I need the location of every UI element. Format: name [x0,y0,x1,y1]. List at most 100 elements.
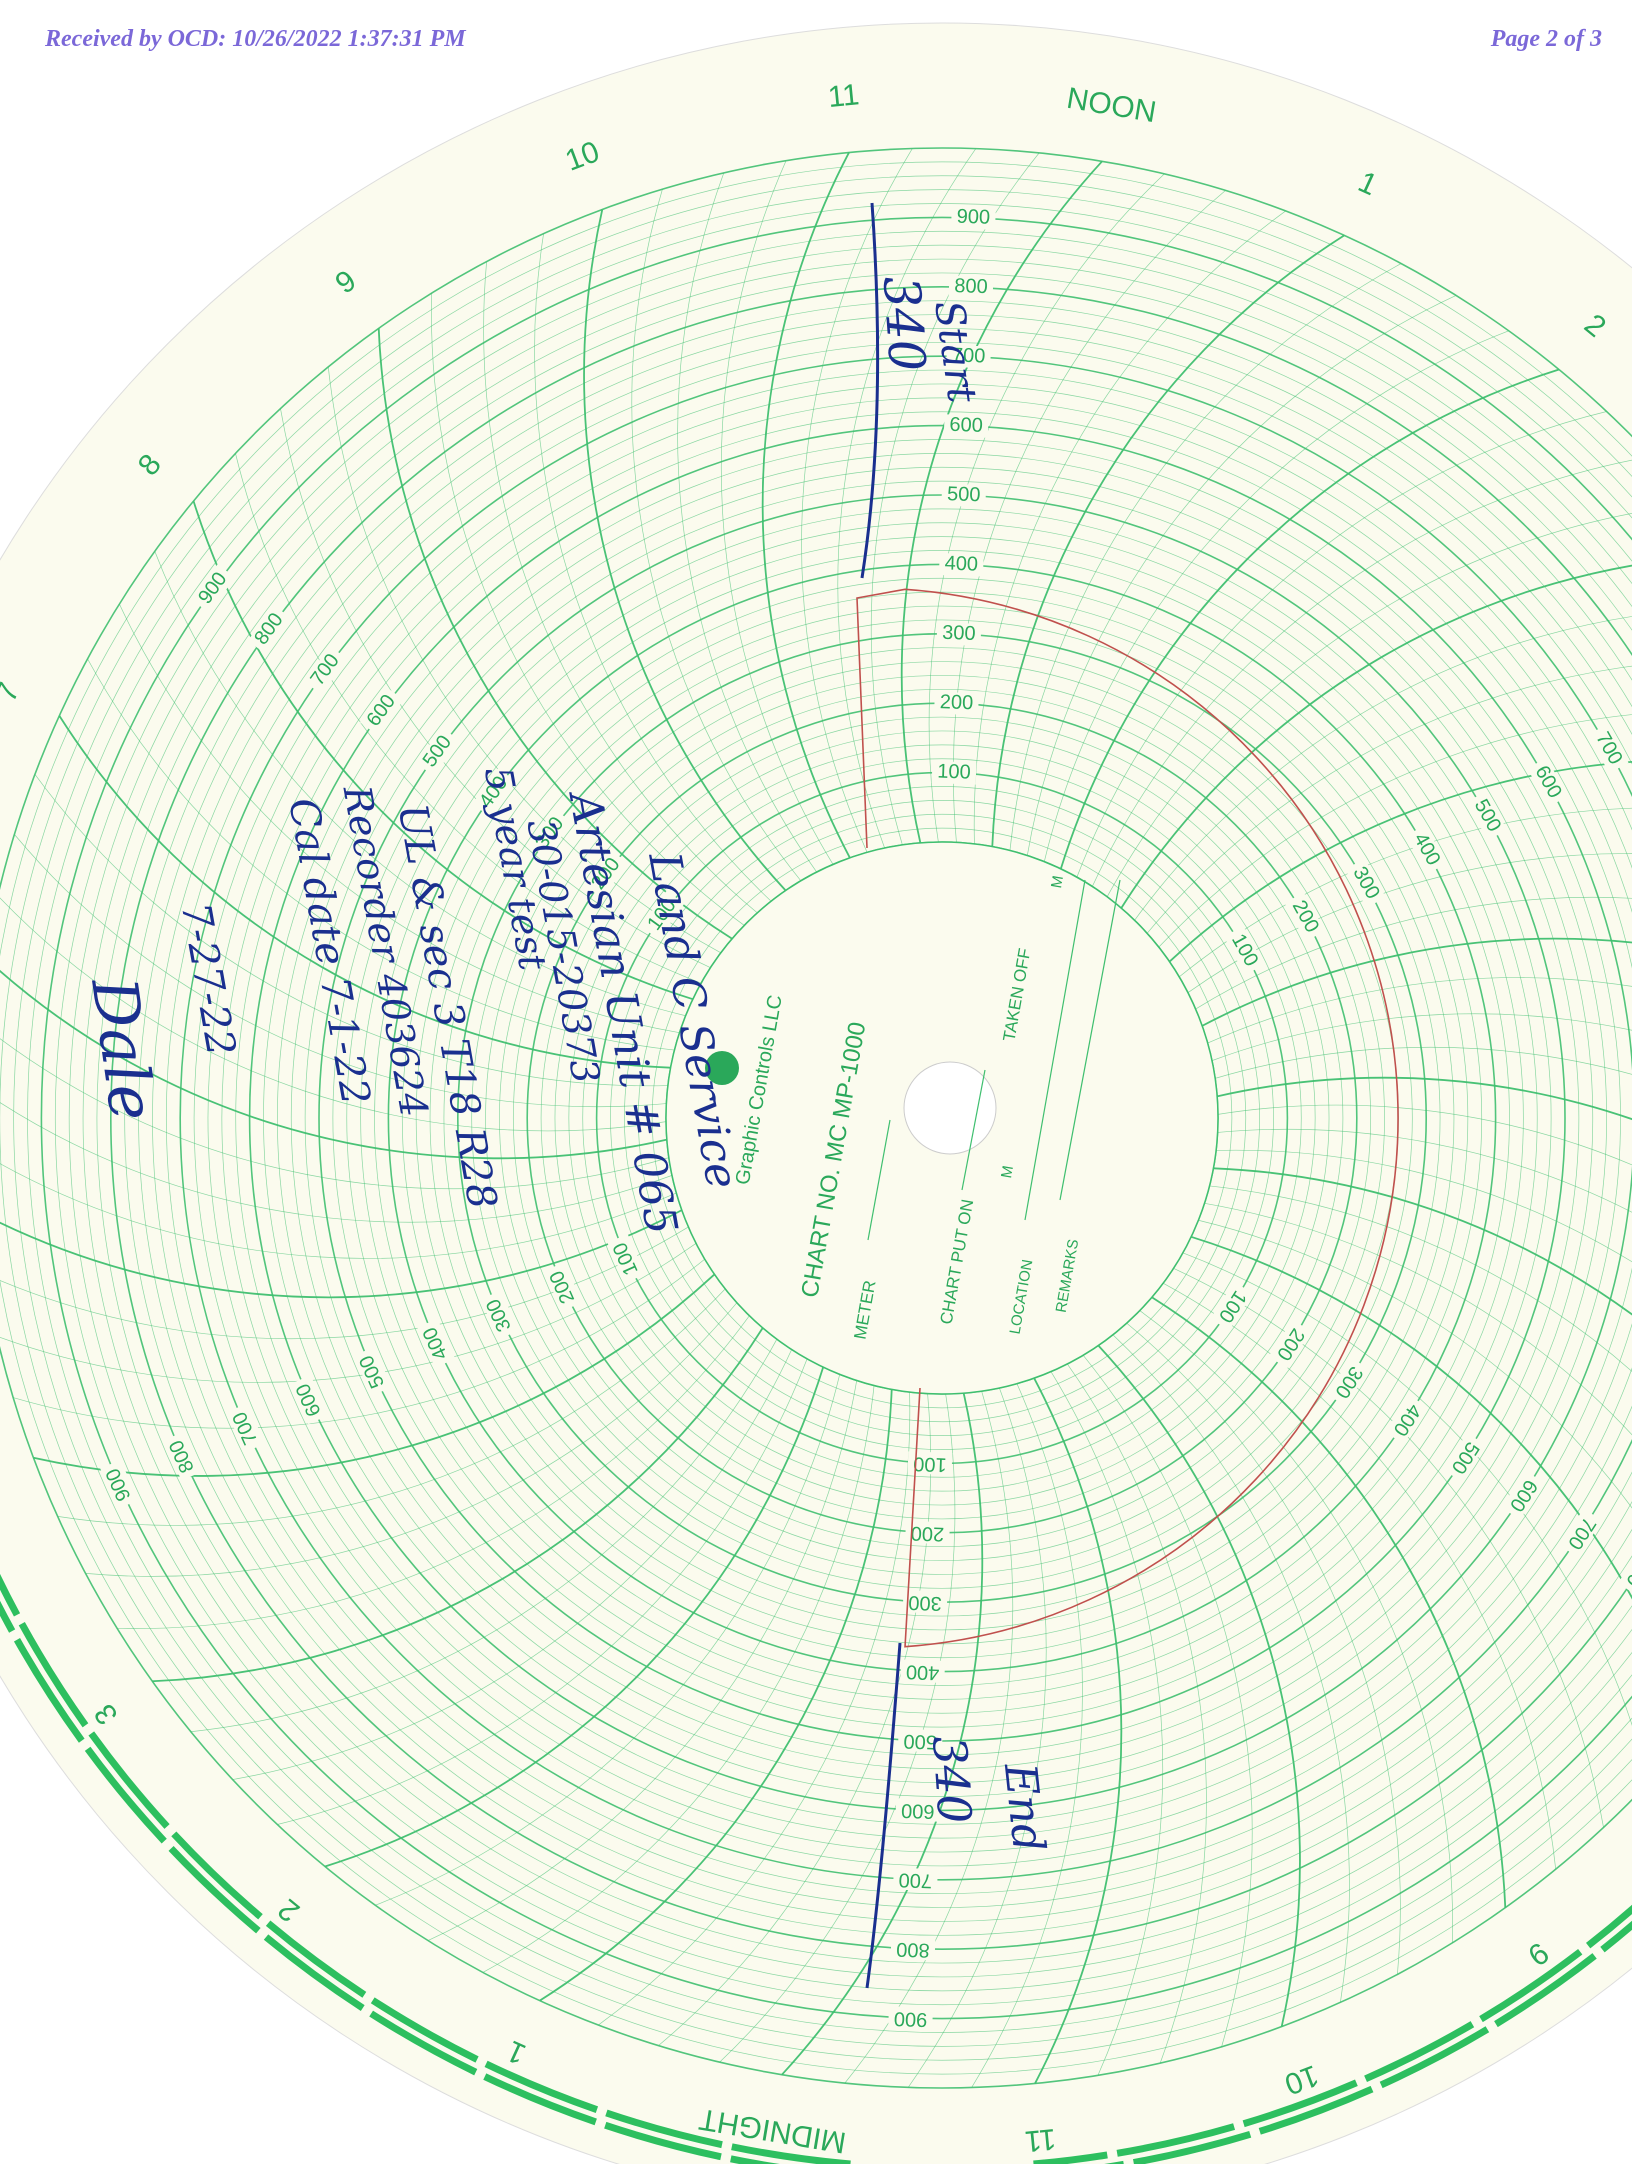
grid-ring [166,342,1632,1894]
scale-label-bg [938,552,984,577]
scale-label-bg [1443,1432,1486,1482]
scale-label-bg [353,1346,392,1396]
time-line [0,897,667,1132]
time-line [119,603,680,1034]
time-line [1173,1268,1604,1828]
grid-ring [651,827,1233,1409]
grid-ring [179,355,1632,1881]
scale-label: 300 [942,622,976,645]
time-line [377,328,733,940]
time-line [1187,853,1632,993]
scale-label-bg [1210,1281,1253,1331]
grid-ring [55,231,1632,2005]
scale-label-bg [416,727,460,777]
start-value: 340 [872,274,937,373]
grid-ring [624,800,1260,1436]
time-line [1178,807,1632,978]
scale-label-bg [1559,1508,1603,1558]
scale-label-bg [640,890,685,940]
outer-band [0,1573,851,2164]
scale-label-bg [905,1520,950,1545]
scale-label-bg [417,1318,456,1368]
time-line [952,190,1226,843]
time-line [14,834,667,1108]
time-line [154,551,686,1017]
time-line [431,293,745,926]
time-line [1009,263,1402,851]
scale-label-bg [941,483,987,508]
time-line [280,408,711,968]
field-line [1059,879,1121,1201]
scale-label-bg [946,344,991,369]
time-line [1050,1371,1164,2076]
end-label: End [994,1760,1054,1854]
time-line [781,1392,984,2076]
time-line [928,173,1165,843]
scale-label-bg [528,809,573,858]
grid-ring [290,466,1594,1770]
grid-ring [415,591,1469,1645]
scale-label-bg [100,1459,139,1509]
time-line [1097,1344,1301,2027]
time-line [1182,1252,1632,1727]
scale-label-bg [303,645,348,695]
scale-label: 800 [1621,1551,1632,1591]
scale-label-bg [948,275,994,300]
time-line [1026,295,1457,856]
scale-label-bg [480,1290,519,1340]
grid-ring [221,397,1632,1839]
scale-label: 100 [913,1452,947,1475]
time-line [658,1393,932,2046]
time-line [1217,1104,1632,1166]
grid-ring [637,813,1247,1423]
time-line [1198,1219,1632,1509]
scale-label-bg [907,1451,953,1475]
time-line [801,148,913,853]
scale-label-bg [1326,1357,1370,1407]
grid-ring [96,272,1632,1964]
time-line [1190,1235,1632,1600]
center-hole [903,1061,997,1155]
scale-label: 900 [956,206,990,229]
ink-line [860,202,880,579]
scale-label-bg [1405,825,1447,875]
scale-label-bg [897,1728,943,1753]
hour-label: 11 [1023,2122,1057,2158]
time-line [1059,368,1560,870]
time-line [327,366,722,954]
time-line [1033,1377,1123,2084]
grid-ring [360,536,1524,1700]
scale-label-bg [951,206,996,230]
time-line [1195,896,1632,1010]
scale-label: 300 [908,1591,942,1614]
time-line [598,1392,911,2026]
time-line [0,1038,669,1190]
field-line [961,1069,986,1191]
grid-ring [0,147,1632,2089]
grid-ring [346,522,1538,1714]
time-line [1106,513,1632,898]
scale-label: 700 [898,1868,932,1891]
time-line [235,453,702,984]
time-line [844,1391,1014,2084]
field-line [867,1119,891,1241]
scale-label-bg [1617,1546,1632,1596]
grid-ring [429,605,1455,1631]
field-m: M [998,1164,1017,1179]
received-stamp: Received by OCD: 10/26/2022 1:37:31 PM [45,26,466,52]
time-line [0,969,668,1160]
time-line [719,1393,956,2063]
grid-ring [471,647,1413,1589]
time-line [1043,330,1509,862]
time-line [1126,1322,1401,1975]
time-line [677,172,817,873]
time-line [482,1385,875,1973]
scale-label-bg [902,1590,948,1614]
grid-ring [207,383,1632,1853]
grid-ring [69,245,1632,1991]
scale-label-bg [934,691,979,716]
scale-label-bg [163,1431,202,1481]
grid-ring [540,716,1344,1520]
scale-label-bg [890,1936,936,1961]
